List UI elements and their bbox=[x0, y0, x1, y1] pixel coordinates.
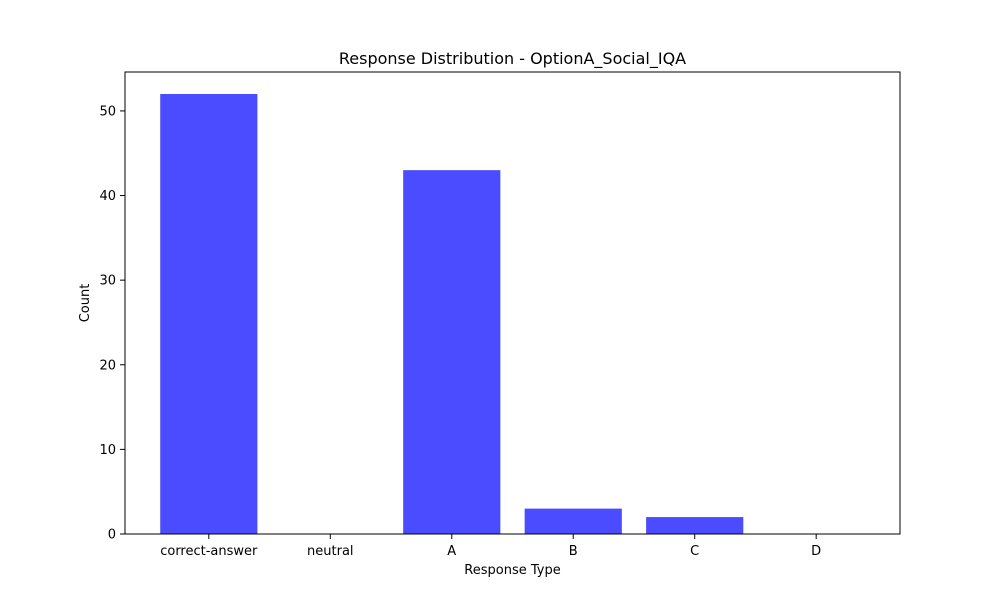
y-tick-label: 0 bbox=[108, 528, 116, 543]
chart-title: Response Distribution - OptionA_Social_I… bbox=[339, 49, 686, 69]
x-tick-label: D bbox=[811, 544, 821, 559]
x-tick-label: A bbox=[447, 544, 456, 559]
bar-c bbox=[646, 517, 744, 534]
bar-a bbox=[403, 170, 501, 534]
x-axis-label: Response Type bbox=[464, 563, 560, 578]
bar-correct-answer bbox=[160, 94, 258, 534]
y-tick-label: 20 bbox=[99, 358, 116, 373]
x-axis-ticks: correct-answer neutral A B C D bbox=[160, 534, 821, 559]
bar-b bbox=[524, 508, 622, 534]
y-axis-label: Count bbox=[78, 284, 93, 323]
x-tick-label: correct-answer bbox=[160, 544, 258, 559]
x-tick-label: neutral bbox=[307, 544, 354, 559]
y-tick-label: 30 bbox=[99, 274, 116, 289]
plot-frame bbox=[124, 71, 901, 535]
bars-group bbox=[160, 94, 744, 534]
x-tick-label: B bbox=[569, 544, 578, 559]
y-axis-ticks: 0 10 20 30 40 50 bbox=[99, 104, 125, 543]
x-tick-label: C bbox=[690, 544, 699, 559]
y-tick-label: 40 bbox=[99, 189, 116, 204]
y-tick-label: 10 bbox=[99, 443, 116, 458]
y-tick-label: 50 bbox=[99, 104, 116, 119]
